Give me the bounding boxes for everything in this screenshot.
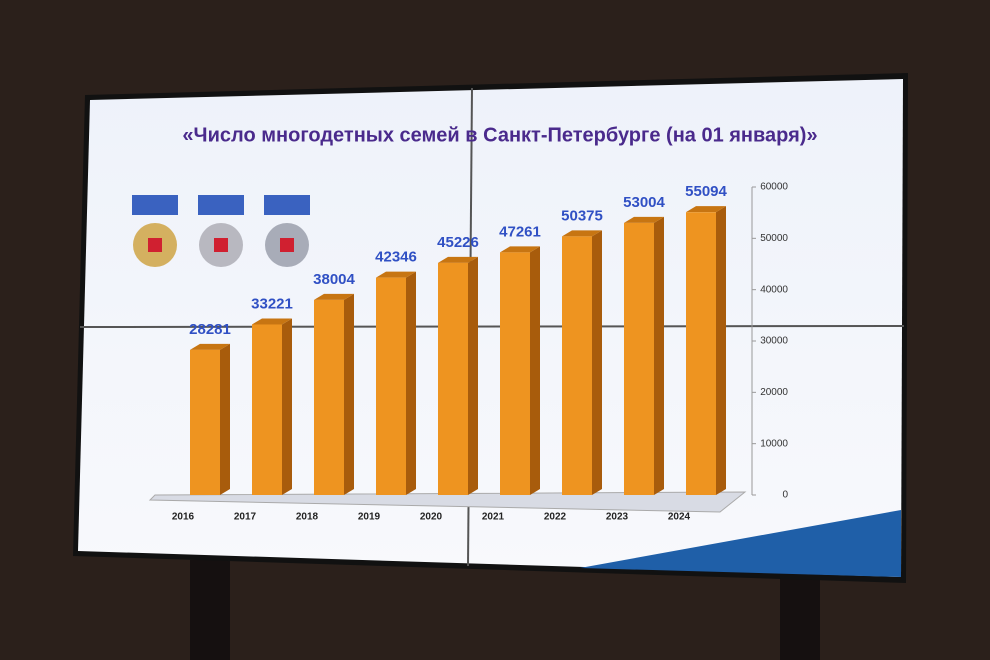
decor-triangle [580,510,901,577]
medals [132,195,310,267]
value-label: 47261 [499,223,541,240]
y-tick-label: 50000 [760,233,788,244]
value-label: 28281 [189,321,231,338]
value-label: 45226 [437,234,479,251]
x-tick-label: 2022 [544,512,567,523]
y-tick-label: 60000 [760,182,788,193]
y-tick-label: 10000 [760,438,788,449]
value-label: 53004 [623,194,665,211]
bar-side [468,256,478,495]
bar [438,262,468,495]
y-tick-label: 30000 [760,336,788,347]
x-tick-label: 2018 [296,512,319,523]
bar [624,222,654,496]
value-label: 50375 [561,207,603,224]
bar-top [500,246,540,253]
y-tick-label: 40000 [760,284,788,295]
bar-side [716,206,726,495]
x-tick-label: 2024 [668,512,691,523]
bar-top [562,230,602,237]
value-label: 55094 [685,183,727,200]
x-tick-label: 2016 [172,512,195,523]
screen-seam [79,325,905,328]
x-tick-label: 2023 [606,512,629,523]
bar-top [438,256,478,263]
x-tick-label: 2021 [482,512,505,523]
bar [314,299,344,495]
bar [190,349,220,495]
bar [252,324,282,495]
bar-top [624,216,664,223]
x-tick-label: 2020 [420,512,443,523]
x-tick-label: 2017 [234,512,257,523]
bar-top [314,293,354,300]
bar-top [686,206,726,213]
value-label: 42346 [375,249,417,266]
value-label: 33221 [251,295,293,312]
bar-top [190,343,230,350]
x-tick-label: 2019 [358,512,381,523]
bar-side [220,343,230,495]
bar-side [344,293,354,495]
bar-side [654,216,664,496]
y-tick-label: 20000 [760,387,788,398]
bar-side [282,318,292,495]
bar-top [252,318,292,325]
y-tick-label: 0 [782,490,788,501]
chart-title: «Число многодетных семей в Санкт-Петербу… [182,124,817,146]
bar-side [592,230,602,496]
stand [780,570,820,660]
bar-side [406,271,416,495]
bar [562,236,592,496]
stand [190,560,230,660]
value-label: 38004 [313,271,355,288]
floor [148,491,747,513]
bar [376,277,406,495]
bar [686,212,716,495]
bar-side [530,246,540,495]
bar-top [376,271,416,278]
bar [500,252,530,495]
